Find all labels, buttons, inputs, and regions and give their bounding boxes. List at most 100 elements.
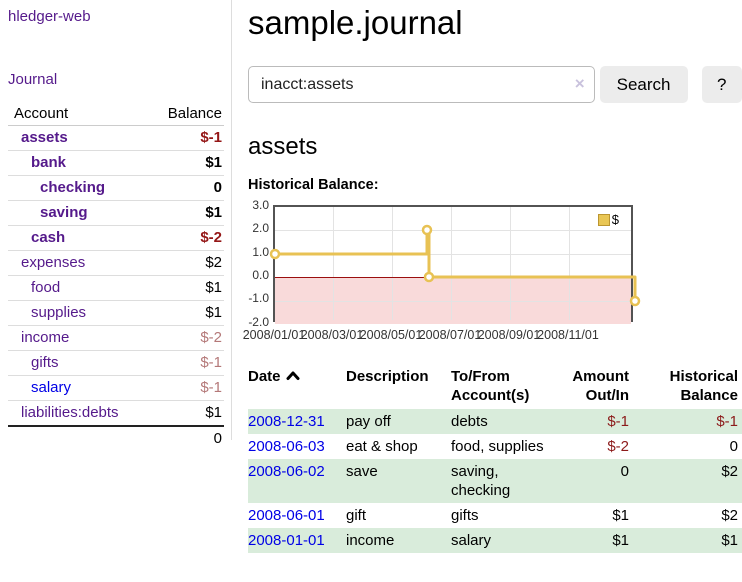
transaction-balance: $1	[721, 532, 738, 549]
transaction-amount: $1	[612, 507, 629, 524]
historical-balance-chart: 3.0 2.0 1.0 0.0 -1.0 -2.0	[243, 198, 742, 345]
accounts-header-account: Account	[8, 102, 152, 126]
transaction-accounts: food, supplies	[451, 438, 544, 455]
account-balance: 0	[151, 175, 224, 201]
account-row: saving $1	[8, 200, 224, 226]
x-tick: 2008/11/01	[537, 328, 599, 342]
chart-legend: $	[597, 212, 619, 227]
account-link-assets[interactable]: assets	[21, 129, 68, 146]
x-tick: 2008/05/01	[359, 328, 423, 342]
account-row: salary $-1	[8, 375, 224, 401]
y-tick: 1.0	[252, 245, 269, 259]
register-header-date[interactable]: Date	[248, 365, 346, 409]
accounts-header-row: Account Balance	[8, 102, 224, 126]
account-row: bank $1	[8, 150, 224, 176]
transaction-description: income	[346, 532, 395, 549]
transaction-description: gift	[346, 507, 367, 524]
account-row: cash $-2	[8, 225, 224, 251]
account-link-income[interactable]: income	[21, 329, 70, 346]
account-link-expenses[interactable]: expenses	[21, 254, 86, 271]
account-link-checking[interactable]: checking	[40, 179, 106, 196]
account-row: liabilities:debts $1	[8, 400, 224, 427]
register-row: 2008-12-31 pay off debts $-1 $-1	[248, 409, 742, 434]
transaction-amount: $-2	[607, 438, 629, 455]
transaction-amount: 0	[620, 463, 629, 480]
help-button[interactable]: ?	[701, 66, 742, 103]
search-button[interactable]: Search	[599, 66, 688, 103]
account-row: expenses $2	[8, 250, 224, 276]
gridline	[275, 301, 631, 302]
register-header-row: Date Description To/From Account(s) Amou…	[248, 365, 742, 409]
gridline	[392, 207, 393, 320]
transaction-balance: 0	[729, 438, 738, 455]
account-balance: $1	[151, 400, 224, 427]
transaction-balance: $2	[721, 507, 738, 524]
account-balance: $2	[151, 250, 224, 276]
register-row: 2008-06-01 gift gifts $1 $2	[248, 503, 742, 528]
account-heading: assets	[248, 133, 318, 160]
x-tick: 2008/01/01	[242, 328, 306, 342]
main-content: sample.journal × Search ? assets Histori…	[243, 0, 742, 553]
register-row: 2008-06-02 save saving, checking 0 $2	[248, 459, 742, 503]
account-link-liabilities-debts[interactable]: liabilities:debts	[21, 404, 119, 421]
balance-line-series	[269, 224, 641, 307]
accounts-table: Account Balance assets $-1 bank $1 check…	[8, 102, 224, 451]
brand-link[interactable]: hledger-web	[8, 8, 91, 25]
nav-journal: Journal	[8, 71, 224, 88]
account-row: supplies $1	[8, 300, 224, 326]
transaction-amount: $1	[612, 532, 629, 549]
account-balance: $1	[151, 275, 224, 301]
account-link-supplies[interactable]: supplies	[31, 304, 87, 321]
transaction-date-link[interactable]: 2008-06-01	[248, 507, 325, 524]
gridline	[510, 207, 511, 320]
page-title: sample.journal	[248, 4, 463, 41]
accounts-header-balance: Balance	[151, 102, 224, 126]
transaction-description: pay off	[346, 413, 391, 430]
account-row: checking 0	[8, 175, 224, 201]
search-input[interactable]	[248, 66, 595, 103]
x-tick: 2008/03/01	[300, 328, 364, 342]
transaction-balance: $-1	[716, 413, 738, 430]
gridline	[451, 207, 452, 320]
transaction-date-link[interactable]: 2008-06-02	[248, 463, 325, 480]
clear-search-icon[interactable]: ×	[574, 74, 585, 93]
account-link-bank[interactable]: bank	[31, 154, 67, 171]
transaction-accounts: gifts	[451, 507, 479, 524]
legend-label: $	[611, 212, 619, 227]
gridline	[333, 207, 334, 320]
transaction-description: eat & shop	[346, 438, 418, 455]
gridline	[275, 254, 631, 255]
accounts-total-row: 0	[8, 426, 224, 451]
transaction-balance: $2	[721, 463, 738, 480]
account-balance: $1	[151, 150, 224, 176]
transaction-date-link[interactable]: 2008-12-31	[248, 413, 325, 430]
register-header-tofrom: To/From Account(s)	[451, 368, 530, 404]
register-header-amount: Amount Out/In	[572, 368, 629, 404]
register-table: Date Description To/From Account(s) Amou…	[248, 365, 742, 553]
account-link-salary[interactable]: salary	[31, 379, 72, 396]
y-tick: 0.0	[252, 268, 269, 282]
account-link-cash[interactable]: cash	[31, 229, 66, 246]
account-row: gifts $-1	[8, 350, 224, 376]
transaction-date-link[interactable]: 2008-01-01	[248, 532, 325, 549]
y-tick: 2.0	[252, 221, 269, 235]
register-header-description: Description	[346, 368, 429, 385]
sidebar: hledger-web Journal Account Balance asse…	[0, 0, 232, 447]
journal-link[interactable]: Journal	[8, 71, 58, 88]
account-row: food $1	[8, 275, 224, 301]
gridline	[275, 230, 631, 231]
transaction-description: save	[346, 463, 378, 480]
chart-title: Historical Balance:	[248, 177, 379, 193]
sort-ascending-icon	[286, 371, 300, 380]
plot-area: $	[269, 205, 641, 324]
x-tick: 2008/07/01	[418, 328, 482, 342]
account-row: assets $-1	[8, 125, 224, 151]
account-link-food[interactable]: food	[31, 279, 61, 296]
account-link-saving[interactable]: saving	[40, 204, 88, 221]
y-tick: -2.0	[248, 315, 269, 329]
account-balance: $-2	[151, 225, 224, 251]
account-link-gifts[interactable]: gifts	[31, 354, 59, 371]
transaction-amount: $-1	[607, 413, 629, 430]
transaction-date-link[interactable]: 2008-06-03	[248, 438, 325, 455]
account-balance: $1	[151, 200, 224, 226]
